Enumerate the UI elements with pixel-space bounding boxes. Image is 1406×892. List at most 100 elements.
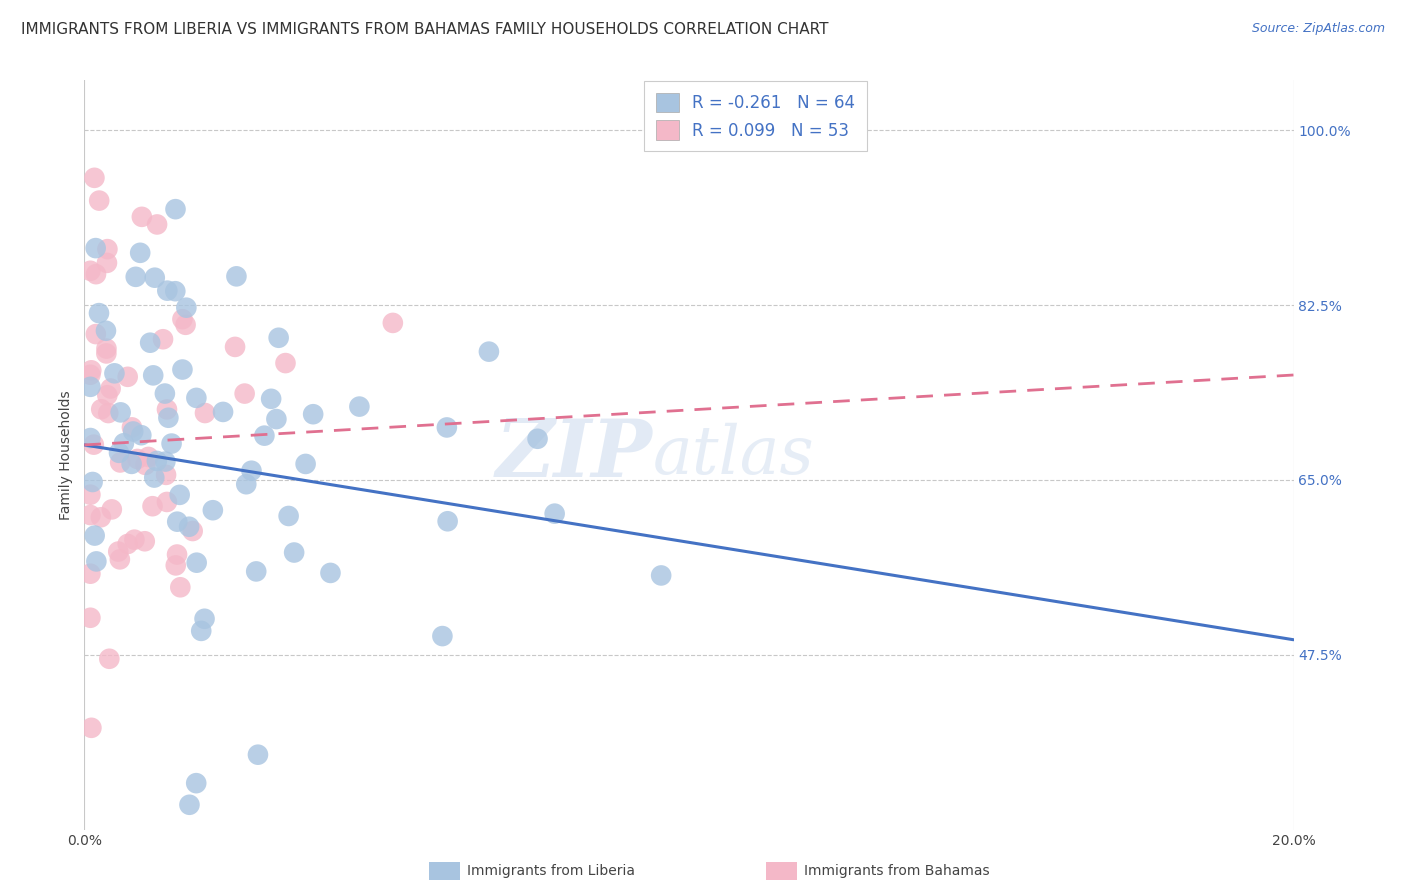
Point	[79, 488, 101, 502]
Point	[246, 747, 269, 762]
Point	[131, 428, 153, 442]
Point	[193, 612, 215, 626]
Point	[107, 544, 129, 558]
Point	[432, 629, 454, 643]
Point	[543, 507, 565, 521]
Point	[134, 534, 156, 549]
Text: Source: ZipAtlas.com: Source: ZipAtlas.com	[1251, 22, 1385, 36]
Point	[101, 502, 124, 516]
Point	[90, 510, 112, 524]
Text: atlas: atlas	[652, 422, 814, 488]
Point	[169, 488, 191, 502]
Point	[186, 776, 208, 790]
Point	[108, 455, 131, 469]
Point	[98, 652, 121, 666]
Point	[110, 405, 132, 419]
Point	[79, 368, 101, 382]
Text: IMMIGRANTS FROM LIBERIA VS IMMIGRANTS FROM BAHAMAS FAMILY HOUSEHOLDS CORRELATION: IMMIGRANTS FROM LIBERIA VS IMMIGRANTS FR…	[21, 22, 828, 37]
Point	[96, 346, 118, 360]
Point	[176, 301, 198, 315]
Point	[79, 431, 101, 445]
Point	[165, 558, 187, 573]
Point	[84, 327, 107, 342]
Point	[381, 316, 404, 330]
Point	[436, 420, 458, 434]
Point	[526, 432, 548, 446]
Point	[146, 454, 169, 468]
Point	[172, 362, 194, 376]
Point	[90, 402, 112, 417]
Point	[260, 392, 283, 406]
Point	[156, 402, 179, 417]
Point	[156, 495, 179, 509]
Point	[117, 537, 139, 551]
Point	[79, 508, 101, 522]
Point	[157, 410, 180, 425]
Point	[100, 382, 122, 396]
Point	[86, 554, 108, 568]
Point	[166, 515, 188, 529]
Point	[108, 446, 131, 460]
Point	[165, 284, 187, 298]
Point	[134, 458, 156, 472]
Point	[283, 545, 305, 559]
Point	[166, 548, 188, 562]
Point	[96, 242, 118, 256]
Point	[112, 436, 135, 450]
Point	[87, 306, 110, 320]
Point	[349, 400, 371, 414]
Point	[436, 514, 458, 528]
Point	[79, 264, 101, 278]
Point	[146, 218, 169, 232]
Point	[80, 721, 103, 735]
Point	[267, 331, 290, 345]
Point	[233, 386, 256, 401]
Point	[160, 436, 183, 450]
Point	[177, 520, 200, 534]
Point	[89, 194, 111, 208]
Text: Immigrants from Bahamas: Immigrants from Bahamas	[804, 863, 990, 878]
Point	[124, 533, 146, 547]
Point	[156, 284, 179, 298]
Point	[274, 356, 297, 370]
Point	[82, 475, 104, 489]
Point	[201, 503, 224, 517]
Point	[478, 344, 501, 359]
Point	[224, 340, 246, 354]
Point	[143, 270, 166, 285]
Point	[83, 528, 105, 542]
Point	[79, 380, 101, 394]
Point	[235, 477, 257, 491]
Point	[186, 556, 208, 570]
Point	[80, 363, 103, 377]
Point	[96, 342, 118, 356]
Point	[141, 499, 163, 513]
Point	[97, 406, 120, 420]
Point	[96, 256, 118, 270]
Point	[240, 464, 263, 478]
Point	[121, 457, 143, 471]
Point	[103, 367, 125, 381]
Point	[138, 450, 160, 464]
Point	[172, 312, 194, 326]
Point	[245, 565, 267, 579]
Text: ZIP: ZIP	[496, 417, 652, 493]
Point	[165, 202, 187, 216]
Point	[225, 269, 247, 284]
Point	[181, 524, 204, 538]
Point	[96, 388, 118, 402]
Point	[142, 368, 165, 383]
Point	[302, 407, 325, 421]
Point	[153, 386, 176, 401]
Point	[277, 508, 299, 523]
Point	[194, 406, 217, 420]
Point	[179, 797, 201, 812]
Point	[79, 611, 101, 625]
Point	[139, 335, 162, 350]
Point	[186, 391, 208, 405]
Point	[125, 269, 148, 284]
Point	[117, 369, 139, 384]
Point	[94, 324, 117, 338]
Point	[253, 428, 276, 442]
Point	[155, 454, 177, 468]
